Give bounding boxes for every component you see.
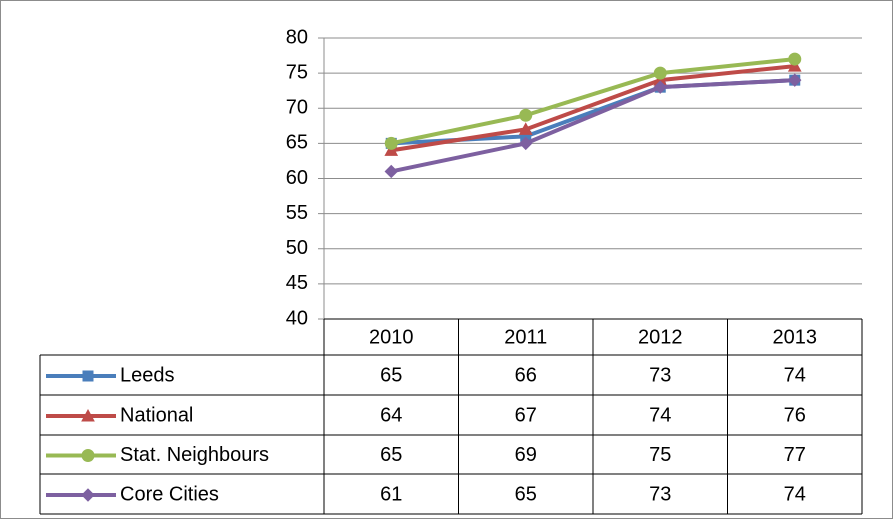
y-tick-label: 70 (286, 97, 308, 119)
x-tick-label: 2013 (773, 326, 818, 348)
x-tick-label: 2011 (504, 326, 547, 348)
marker (518, 122, 533, 135)
table-cell: 74 (784, 483, 806, 505)
series-line (390, 78, 795, 174)
table-cell: 64 (380, 404, 402, 426)
x-tick-label: 2010 (369, 326, 414, 348)
table-cell: 73 (649, 483, 671, 505)
legend-marker (81, 449, 95, 462)
y-tick-label: 75 (286, 61, 308, 83)
table-cell: 74 (784, 364, 806, 386)
legend-marker (81, 488, 95, 502)
legend-marker (82, 370, 94, 382)
table-cell: 65 (380, 364, 402, 386)
table-cell: 73 (649, 364, 671, 386)
marker (788, 73, 802, 87)
y-tick-label: 50 (286, 237, 308, 259)
y-tick-label: 45 (286, 272, 308, 294)
table-cell: 65 (515, 483, 537, 505)
marker (384, 164, 398, 179)
legend-marker (81, 408, 95, 422)
table-cell: 67 (515, 404, 537, 426)
marker (787, 59, 802, 72)
y-tick-label: 65 (286, 132, 308, 154)
legend-label: Core Cities (120, 483, 219, 505)
y-tick-label: 80 (286, 26, 308, 48)
marker (653, 80, 667, 94)
x-tick-label: 2012 (638, 326, 683, 348)
y-tick-label: 60 (286, 167, 308, 189)
table-cell: 75 (649, 444, 671, 466)
marker (519, 136, 533, 151)
marker (653, 66, 667, 80)
table-cell: 74 (649, 404, 671, 426)
table-cell: 66 (515, 364, 537, 386)
marker (788, 52, 802, 66)
marker (519, 108, 533, 122)
legend-label: Leeds (120, 364, 175, 386)
legend-label: Stat. Neighbours (120, 444, 269, 466)
table-cell: 69 (515, 444, 537, 466)
marker (384, 143, 399, 156)
series-line (390, 64, 795, 153)
y-tick-label: 55 (286, 202, 308, 224)
y-tick-label: 40 (286, 307, 308, 329)
table-cell: 61 (380, 483, 402, 505)
table-cell: 77 (784, 444, 806, 466)
table-cell: 76 (784, 404, 806, 426)
marker (384, 136, 398, 150)
table-cell: 65 (380, 444, 402, 466)
legend-label: National (120, 404, 193, 426)
series-line (390, 57, 795, 146)
